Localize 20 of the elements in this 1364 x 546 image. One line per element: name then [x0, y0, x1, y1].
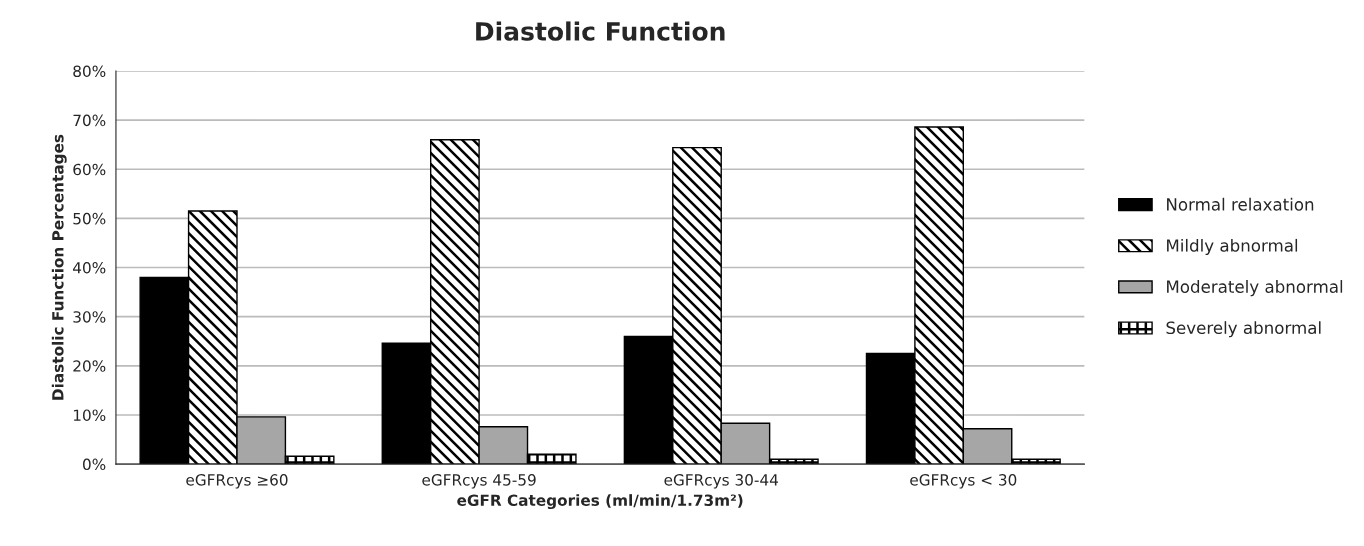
- y-axis-title: Diastolic Function Percentages: [51, 134, 67, 400]
- legend-label: Normal relaxation: [1167, 197, 1314, 211]
- x-tick-label: eGFRcys < 30: [910, 474, 1017, 489]
- x-tick-label: eGFRcys ≥60: [186, 474, 288, 489]
- x-tick-label: eGFRcys 45-59: [422, 474, 536, 489]
- y-tick-label: 10%: [73, 409, 106, 421]
- y-tick-label: 30%: [73, 311, 106, 323]
- legend-label: Mildly abnormal: [1167, 238, 1298, 256]
- legend-label: Severely abnormal: [1166, 321, 1321, 338]
- y-tick-label: 80%: [73, 65, 106, 77]
- y-tick-label: 20%: [73, 360, 106, 372]
- y-tick-label: 50%: [73, 212, 106, 225]
- chart-title: Diastolic Function: [476, 21, 725, 41]
- y-tick-label: 60%: [73, 163, 106, 176]
- y-tick-label: 0%: [82, 458, 106, 471]
- y-tick-label: 40%: [73, 262, 106, 274]
- x-axis-title: eGFR Categories (ml/min/1.73m²): [457, 494, 743, 510]
- y-tick-label: 70%: [73, 114, 106, 127]
- x-tick-label: eGFRcys 30-44: [664, 474, 778, 489]
- legend-label: Moderately abnormal: [1167, 280, 1343, 297]
